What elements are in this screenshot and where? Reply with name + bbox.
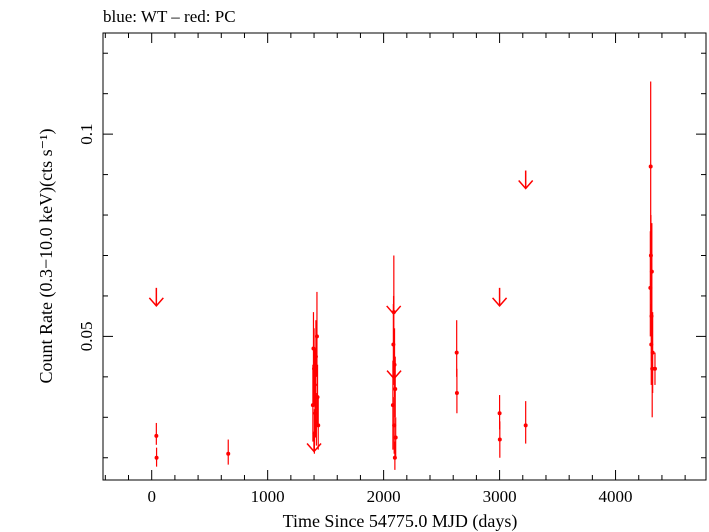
data-point [652,352,657,385]
data-point [154,447,159,467]
data-marker [497,411,502,416]
data-marker [497,437,502,442]
data-point [393,356,398,418]
data-marker [652,366,657,371]
x-tick-label: 1000 [251,487,285,506]
data-point [314,291,319,377]
data-marker [314,334,319,339]
data-point [154,422,159,445]
upper-limit-arrow [518,170,534,190]
plot-frame [102,32,707,481]
upper-limit-arrow [492,287,508,307]
y-tick-label: 0.1 [77,124,96,145]
y-axis-label: Count Rate (0.3−10.0 keV)(cts s⁻¹) [36,128,57,383]
data-marker [154,433,159,438]
data-point [648,81,653,240]
x-axis-label: Time Since 54775.0 MJD (days) [283,511,518,532]
x-tick-label: 0 [147,487,156,506]
chart-title: blue: WT – red: PC [103,7,236,26]
data-point [226,439,231,465]
x-axis: 0 1000 2000 3000 4000 [104,33,686,506]
x-tick-label: 2000 [367,487,401,506]
data-point [454,368,459,414]
data-marker [315,395,320,400]
data-marker [393,386,398,391]
data-marker [649,269,654,274]
upper-limit-arrow [386,360,402,380]
data-point [650,312,655,394]
data-point [316,397,321,450]
data-marker [226,451,231,456]
data-point [523,401,528,444]
data-marker [393,435,398,440]
x-tick-label: 4000 [599,487,633,506]
data-marker [648,164,653,169]
data-marker [454,350,459,355]
y-tick-label: 0.05 [77,322,96,352]
x-tick-label: 3000 [483,487,517,506]
data-marker [154,455,159,460]
data-marker [316,423,321,428]
data-point [393,417,398,458]
data-point [454,320,459,377]
y-axis: 0.05 0.1 [77,52,706,459]
data-point [497,421,502,458]
upper-limit-arrow [306,433,322,453]
upper-limit-arrow [386,295,402,316]
data-marker [650,350,655,355]
data-point [649,223,654,321]
upper-limit-arrow [148,287,164,307]
data-series-pc [148,81,657,470]
data-marker [523,423,528,428]
data-marker [454,391,459,396]
